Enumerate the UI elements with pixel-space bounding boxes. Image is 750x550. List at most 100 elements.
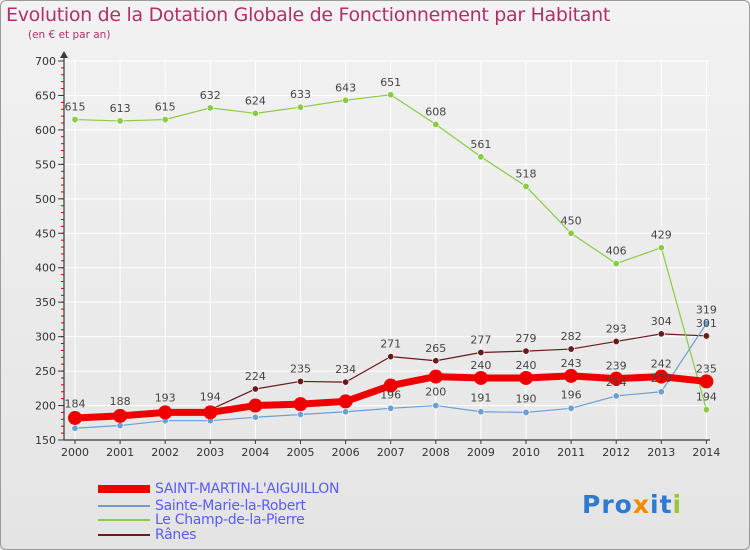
data-label: 429 (651, 229, 672, 242)
legend-label: Sainte-Marie-la-Robert (155, 498, 306, 514)
data-point (71, 116, 79, 124)
data-point (251, 385, 259, 393)
data-label: 220 (651, 372, 672, 385)
data-label: 234 (335, 363, 356, 376)
data-label: 304 (651, 315, 672, 328)
x-tick-label: 2010 (512, 446, 540, 459)
series-1 (71, 320, 710, 432)
data-labels-0: 240 240 243 239 242 235 (470, 357, 717, 376)
data-label: 184 (65, 398, 86, 411)
data-label: 615 (155, 101, 176, 114)
data-point (428, 369, 443, 384)
x-tick-label: 2004 (241, 446, 269, 459)
y-tick-label: 500 (35, 193, 56, 206)
data-point (387, 404, 395, 412)
data-label: 319 (696, 304, 717, 317)
x-tick-label: 2008 (422, 446, 450, 459)
x-tick-label: 2006 (332, 446, 360, 459)
data-point (293, 397, 308, 412)
legend-label: Le Champ-de-la-Pierre (155, 512, 304, 528)
data-point (477, 348, 485, 356)
data-label: 615 (65, 101, 86, 114)
data-label: 651 (380, 76, 401, 89)
legend-label: SAINT-MARTIN-L'AIGUILLON (155, 481, 339, 497)
y-tick-label: 350 (35, 296, 56, 309)
data-point (702, 320, 710, 328)
data-point (657, 244, 665, 252)
data-point (519, 370, 533, 385)
data-label: 608 (425, 105, 446, 118)
data-point (612, 392, 620, 400)
data-label: 279 (516, 332, 537, 345)
series-2 (71, 91, 710, 414)
data-point (251, 109, 259, 117)
data-label: 282 (561, 330, 582, 343)
data-label: 190 (516, 392, 537, 405)
data-point (296, 411, 304, 419)
data-label: 193 (155, 391, 176, 404)
y-tick-label: 700 (35, 55, 56, 68)
data-label: 301 (696, 317, 717, 330)
data-point (387, 353, 395, 361)
data-point (567, 229, 575, 237)
data-label: 277 (470, 333, 491, 346)
data-point (116, 422, 124, 430)
data-label: 194 (200, 391, 221, 404)
data-point (68, 410, 82, 425)
x-tick-label: 2012 (602, 446, 630, 459)
data-point (206, 104, 214, 112)
data-label: 191 (470, 392, 491, 405)
data-point (432, 120, 440, 128)
data-point (522, 347, 530, 355)
data-label: 633 (290, 88, 311, 101)
series-0 (68, 368, 714, 425)
y-tick-label: 300 (35, 331, 56, 344)
x-tick-label: 2002 (151, 446, 179, 459)
legend: SAINT-MARTIN-L'AIGUILLONSainte-Marie-la-… (98, 481, 339, 543)
data-label: 293 (606, 322, 627, 335)
data-point (473, 370, 488, 385)
data-point (702, 406, 710, 414)
data-point (383, 378, 398, 393)
data-label: 240 (470, 359, 491, 372)
data-label: 242 (651, 358, 672, 371)
data-label: 450 (561, 214, 582, 227)
data-label: 518 (516, 167, 537, 180)
data-label: 632 (200, 89, 221, 102)
data-point (116, 117, 124, 125)
data-label: 200 (425, 386, 446, 399)
data-point (342, 96, 350, 104)
data-point (296, 377, 304, 385)
data-label: 214 (606, 376, 627, 389)
y-tick-label: 550 (35, 158, 56, 171)
x-tick-label: 2005 (287, 446, 315, 459)
data-label: 194 (696, 391, 717, 404)
data-point (609, 371, 624, 386)
data-label: 406 (606, 245, 627, 258)
x-tick-label: 2013 (647, 446, 675, 459)
data-point (203, 405, 218, 420)
data-point (432, 402, 440, 410)
y-tick-label: 250 (35, 365, 56, 378)
data-point (387, 91, 395, 99)
data-point (612, 337, 620, 345)
data-point (477, 153, 485, 161)
data-point (657, 330, 665, 338)
data-point (522, 182, 530, 190)
y-tick-label: 600 (35, 124, 56, 137)
data-label: 243 (561, 357, 582, 370)
x-tick-label: 2011 (557, 446, 585, 459)
data-point (477, 408, 485, 416)
data-point (113, 408, 128, 423)
proxiti-logo: Proxiti (582, 490, 683, 519)
data-point (432, 357, 440, 365)
y-tick-label: 650 (35, 89, 56, 102)
data-label: 235 (696, 362, 717, 375)
data-label: 196 (561, 388, 582, 401)
data-point (612, 260, 620, 268)
data-label: 561 (470, 138, 491, 151)
y-tick-label: 450 (35, 227, 56, 240)
x-tick-label: 2003 (196, 446, 224, 459)
data-point (251, 413, 259, 421)
